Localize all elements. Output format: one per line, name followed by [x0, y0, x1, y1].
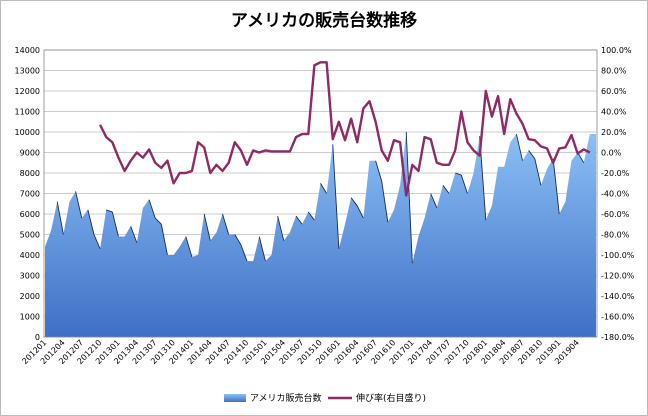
- y-tick-label: 13000: [15, 67, 40, 76]
- area-point: [203, 213, 211, 241]
- y-tick-label: 8000: [20, 169, 40, 178]
- y-tick-label: 12000: [15, 87, 40, 96]
- area-point: [460, 174, 468, 194]
- area-point: [332, 144, 340, 249]
- y-tick-label: 11000: [15, 108, 40, 117]
- line-series-growth: [99, 61, 591, 197]
- area-point: [528, 150, 536, 159]
- area-point: [240, 244, 248, 262]
- y2-tick-label: -80.0%: [601, 231, 630, 240]
- area-point: [93, 234, 101, 250]
- y2-tick-label: -20.0%: [601, 169, 630, 178]
- area-point: [56, 201, 64, 235]
- area-point: [160, 224, 168, 256]
- y2-tick-label: -100.0%: [601, 251, 635, 260]
- area-point: [455, 172, 462, 176]
- legend-swatch-area: [224, 394, 246, 402]
- area-point: [258, 236, 266, 262]
- y2-axis-ticks: 100.0% 80.0% 60.0% 40.0% 20.0% 0.0% -20.0% -40.…: [601, 46, 635, 342]
- area-point: [350, 197, 358, 207]
- area-point: [442, 185, 450, 194]
- y-tick-label: 1000: [20, 313, 40, 322]
- area-series-layer: [45, 131, 596, 337]
- area-point: [381, 181, 389, 223]
- y-tick-label: 9000: [20, 149, 40, 158]
- y-tick-label: 4000: [20, 251, 40, 260]
- area-point: [277, 215, 285, 241]
- y-tick-label: 3000: [20, 272, 40, 281]
- y2-tick-label: 20.0%: [601, 128, 627, 137]
- area-point: [130, 226, 138, 243]
- y-tick-label: 5000: [20, 231, 40, 240]
- area-series-0: [45, 132, 596, 337]
- y2-tick-label: -160.0%: [601, 313, 635, 322]
- y2-tick-label: -60.0%: [601, 210, 630, 219]
- y2-tick-label: 80.0%: [601, 67, 627, 76]
- area-point: [154, 217, 162, 225]
- y2-tick-label: 60.0%: [601, 87, 627, 96]
- area-point: [405, 131, 413, 264]
- area-point: [185, 236, 193, 258]
- y2-tick-label: 100.0%: [601, 46, 632, 55]
- area-point: [295, 215, 303, 225]
- area-point: [148, 199, 156, 219]
- y-axis-ticks: 0 1000 2000 3000 4000 5000 6000 7000 8000 9000 100…: [15, 46, 40, 342]
- area-point: [75, 191, 83, 219]
- area-point: [534, 158, 542, 186]
- plot-border: [43, 49, 598, 338]
- legend-label-line: 伸び率(右目盛り): [356, 392, 426, 404]
- y-tick-label: 14000: [15, 46, 40, 55]
- y-tick-label: 2000: [20, 292, 40, 301]
- area-point: [356, 205, 364, 219]
- area-point: [87, 209, 95, 235]
- area-point: [106, 209, 113, 213]
- area-point: [320, 183, 328, 194]
- area-point: [111, 211, 119, 237]
- y2-tick-label: -40.0%: [601, 190, 630, 199]
- y2-tick-label: -120.0%: [601, 272, 635, 281]
- y-tick-label: 0: [35, 333, 40, 342]
- legend: アメリカ販売台数 伸び率(右目盛り): [224, 392, 426, 404]
- area-point: [515, 133, 523, 161]
- area-point: [222, 213, 230, 235]
- legend-label-area: アメリカ販売台数: [250, 392, 322, 404]
- area-point: [430, 193, 438, 209]
- y-tick-label: 7000: [20, 190, 40, 199]
- chart-title: アメリカの販売台数推移: [230, 11, 418, 31]
- y-tick-label: 10000: [15, 128, 40, 137]
- area-point: [307, 211, 315, 221]
- area-point: [234, 234, 242, 245]
- area-point: [552, 158, 560, 215]
- line-series-layer: [99, 61, 591, 197]
- x-axis-ticks: 2012012012042012072012102013012013042013…: [20, 338, 581, 366]
- y2-tick-label: -180.0%: [601, 333, 635, 342]
- y2-tick-label: 0.0%: [601, 149, 622, 158]
- area-point: [375, 160, 383, 182]
- y2-tick-label: -140.0%: [601, 292, 635, 301]
- y-tick-label: 6000: [20, 210, 40, 219]
- y2-tick-label: 40.0%: [601, 108, 627, 117]
